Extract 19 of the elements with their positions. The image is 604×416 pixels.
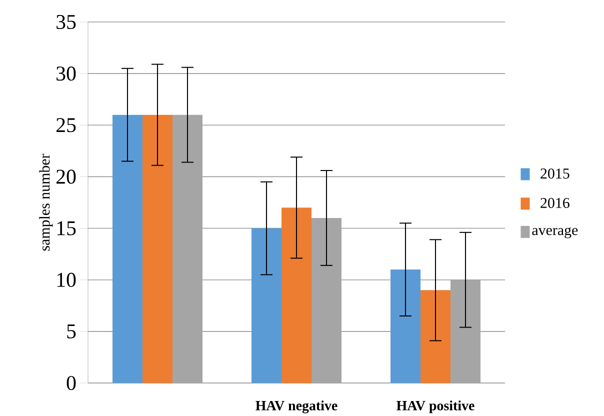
y-tick-label: 25	[56, 118, 76, 132]
y-axis-title: samples number	[39, 154, 53, 251]
bar	[112, 114, 143, 383]
x-tick-label: HAV negative	[256, 400, 338, 414]
x-tick-label: HAV positive	[396, 400, 474, 414]
bar	[142, 114, 173, 383]
y-tick-label: 35	[56, 14, 76, 30]
y-tick-label: 5	[67, 324, 76, 338]
bar	[390, 270, 421, 383]
legend-label: 2015	[540, 168, 570, 179]
y-tick-label: 15	[57, 221, 76, 236]
legend-label: 2016	[540, 198, 570, 208]
y-tick-label: 30	[56, 66, 76, 81]
bar	[252, 228, 282, 383]
y-tick-label: 0	[66, 376, 76, 390]
legend-label: average	[532, 227, 578, 238]
bar	[282, 208, 312, 383]
y-tick-label: 10	[57, 272, 76, 287]
y-tick-label: 20	[56, 170, 76, 184]
